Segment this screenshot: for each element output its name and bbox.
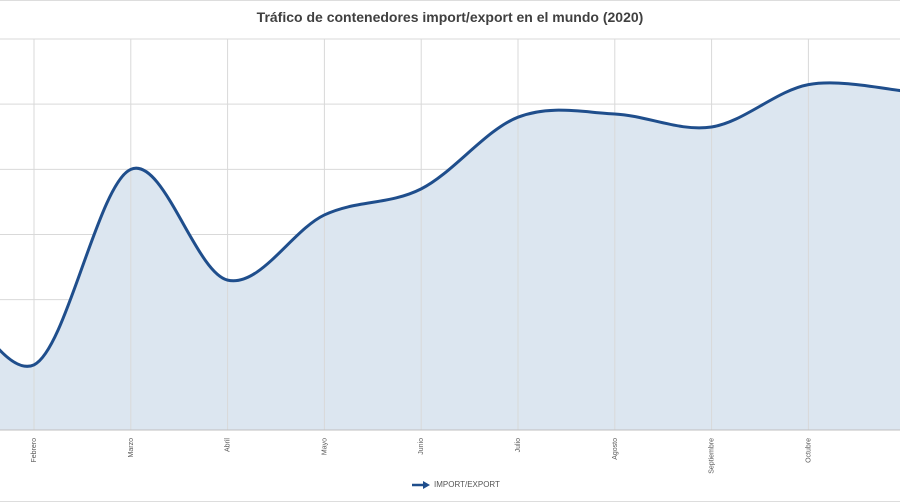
area-fill bbox=[0, 82, 900, 430]
x-tick-label: Julio bbox=[515, 438, 522, 453]
x-tick-label: Mayo bbox=[321, 438, 328, 455]
x-tick-label: Junio bbox=[418, 438, 425, 455]
legend: IMPORT/EXPORT bbox=[412, 480, 500, 489]
chart-title: Tráfico de contenedores import/export en… bbox=[256, 9, 644, 25]
x-tick-label: Octubre bbox=[805, 438, 812, 463]
series-line bbox=[0, 81, 900, 368]
x-tick-label: Agosto bbox=[612, 438, 619, 460]
x-tick-label: Febrero bbox=[31, 438, 38, 463]
legend-label: IMPORT/EXPORT bbox=[434, 480, 500, 489]
x-tick-label: Marzo bbox=[128, 438, 135, 458]
legend-arrow-icon bbox=[412, 480, 430, 489]
x-tick-label: Abril bbox=[225, 438, 232, 452]
x-tick-label: Septiembre bbox=[709, 438, 716, 474]
